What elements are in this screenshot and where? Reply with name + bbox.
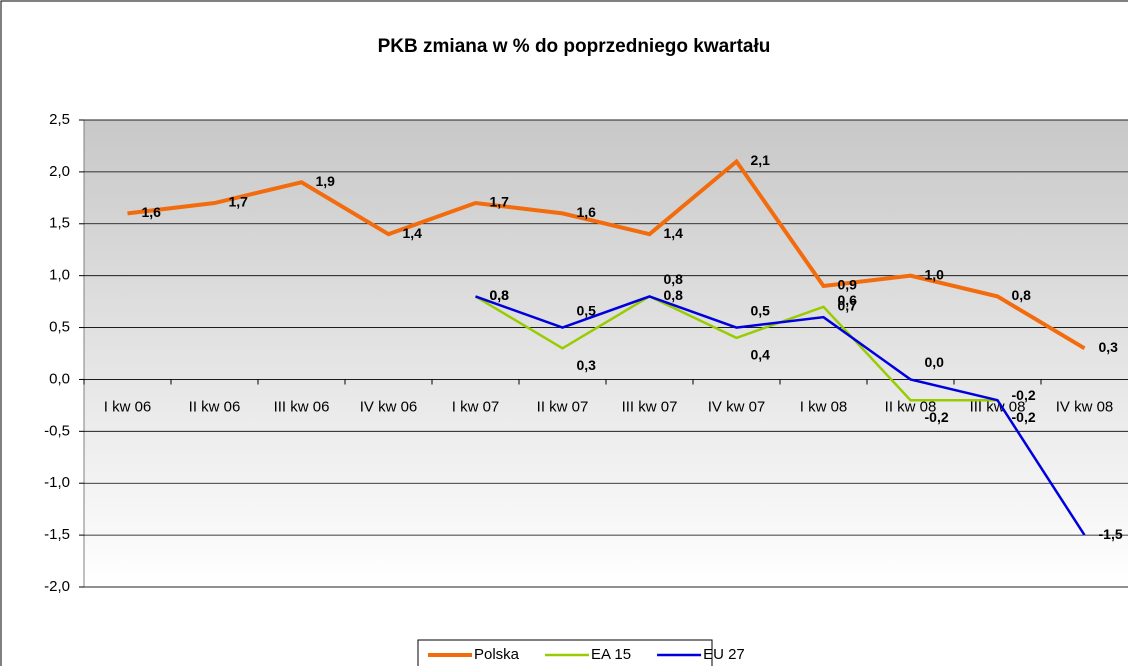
y-tick-label: -1,5: [44, 526, 70, 543]
x-tick-label: III kw 07: [622, 398, 678, 415]
x-tick-label: III kw 08: [970, 398, 1026, 415]
y-tick-label: 1,0: [49, 267, 70, 284]
data-label: 0,5: [751, 302, 771, 318]
series-line: [474, 295, 998, 402]
x-tick-label: I kw 06: [104, 398, 152, 415]
legend-label: EA 15: [591, 646, 631, 663]
y-tick-label: 0,5: [49, 319, 70, 336]
x-tick-label: IV kw 08: [1056, 398, 1114, 415]
x-tick-label: II kw 07: [537, 398, 589, 415]
data-label: 0,5: [577, 302, 597, 318]
data-label: 0,8: [490, 287, 510, 303]
chart-title: PKB zmiana w % do poprzedniego kwartału: [378, 36, 771, 57]
series-line: [127, 158, 1086, 351]
data-label: 0,9: [838, 277, 858, 293]
x-tick-label: I kw 07: [452, 398, 500, 415]
data-label: 1,4: [664, 225, 684, 241]
x-tick-label: III kw 06: [274, 398, 330, 415]
data-label: 1,6: [142, 204, 162, 220]
data-label: 1,6: [577, 204, 597, 220]
x-tick-label: IV kw 06: [360, 398, 418, 415]
y-tick-label: -1,0: [44, 474, 70, 491]
data-label: 0,8: [664, 271, 684, 287]
data-label: 0,3: [577, 357, 597, 373]
data-label: 0,8: [490, 287, 510, 303]
data-label: 1,0: [925, 266, 945, 282]
data-label: -0,2: [925, 409, 949, 425]
data-label: 1,7: [229, 194, 249, 210]
data-label: -0,2: [1012, 409, 1036, 425]
y-tick-label: -0,5: [44, 422, 70, 439]
data-label: 0,8: [664, 287, 684, 303]
data-label: 1,9: [316, 173, 336, 189]
legend-label: EU 27: [703, 646, 745, 663]
y-tick-label: 2,0: [49, 163, 70, 180]
data-label: 1,4: [403, 225, 423, 241]
y-tick-label: 0,0: [49, 370, 70, 387]
y-tick-label: 1,5: [49, 215, 70, 232]
y-tick-label: 2,5: [49, 111, 70, 128]
x-tick-label: II kw 08: [885, 398, 937, 415]
plot-area: [83, 119, 1128, 588]
data-label: 0,3: [1099, 339, 1119, 355]
data-label: 0,4: [751, 347, 771, 363]
x-tick-label: II kw 06: [189, 398, 241, 415]
data-label: 0,6: [838, 292, 858, 308]
data-label: 2,1: [751, 152, 771, 168]
legend-label: Polska: [474, 646, 520, 663]
series-line: [475, 295, 1086, 536]
data-label: 0,0: [925, 354, 945, 370]
y-tick-label: -2,0: [44, 578, 70, 595]
data-label: 0,8: [1012, 287, 1032, 303]
x-tick-label: I kw 08: [800, 398, 848, 415]
data-label: -0,2: [1012, 387, 1036, 403]
x-tick-label: IV kw 07: [708, 398, 766, 415]
data-label: -1,5: [1099, 526, 1123, 542]
data-label: 1,7: [490, 194, 510, 210]
data-label: 0,7: [838, 298, 858, 314]
